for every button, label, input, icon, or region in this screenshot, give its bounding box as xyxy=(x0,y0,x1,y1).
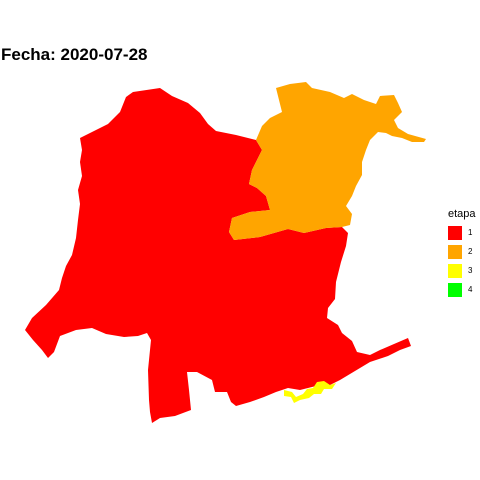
legend-item: 3 xyxy=(448,261,478,280)
legend-label: 3 xyxy=(468,266,473,275)
legend-item: 4 xyxy=(448,280,478,299)
legend-label: 1 xyxy=(468,228,473,237)
legend-swatch xyxy=(448,225,462,240)
legend: etapa 1 2 3 4 xyxy=(448,207,478,299)
legend-label: 2 xyxy=(468,247,473,256)
legend-swatch xyxy=(448,263,462,278)
region-etapa-3 xyxy=(284,381,336,403)
legend-label: 4 xyxy=(468,285,473,294)
legend-swatch xyxy=(448,244,462,259)
region-etapa-1 xyxy=(25,88,411,423)
legend-item: 2 xyxy=(448,242,478,261)
legend-swatch xyxy=(448,282,462,297)
map-title: Fecha: 2020-07-28 xyxy=(1,45,148,64)
legend-title: etapa xyxy=(448,208,476,220)
legend-item: 1 xyxy=(448,223,478,242)
region-etapa-2 xyxy=(229,82,426,240)
